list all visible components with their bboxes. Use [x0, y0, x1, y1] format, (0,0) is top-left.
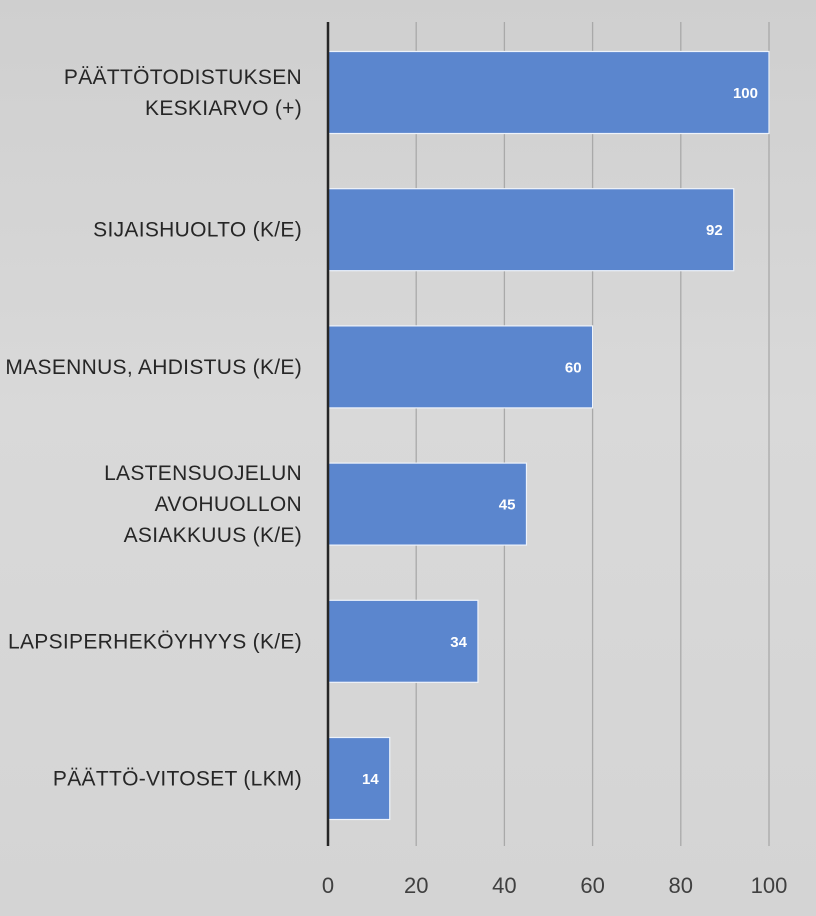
x-tick-label: 0 — [322, 873, 334, 898]
category-label: LASTENSUOJELUN — [104, 462, 302, 485]
data-label: 100 — [733, 85, 758, 102]
x-tick-label: 60 — [580, 873, 604, 898]
data-label: 45 — [499, 497, 516, 514]
data-label: 92 — [706, 222, 723, 239]
bar — [327, 599, 479, 683]
x-tick-label: 100 — [751, 873, 788, 898]
bar — [327, 188, 735, 272]
bar — [327, 325, 594, 409]
x-tick-label: 40 — [492, 873, 516, 898]
bar — [327, 50, 770, 135]
data-label: 34 — [450, 634, 467, 651]
category-label: AVOHUOLLON — [155, 493, 302, 516]
category-label: ASIAKKUUS (K/E) — [124, 524, 302, 547]
category-label: LAPSIPERHEKÖYHYYS (K/E) — [8, 630, 302, 653]
x-tick-label: 80 — [669, 873, 693, 898]
bar — [327, 462, 528, 546]
category-label: PÄÄTTÖ-VITOSET (LKM) — [53, 768, 302, 791]
data-label: 60 — [565, 359, 582, 376]
bar — [327, 736, 391, 821]
x-tick-label: 20 — [404, 873, 428, 898]
category-label: PÄÄTTÖTODISTUKSEN — [64, 66, 302, 89]
data-label: 14 — [362, 771, 379, 788]
category-label: KESKIARVO (+) — [145, 97, 302, 120]
category-label: MASENNUS, AHDISTUS (K/E) — [5, 356, 302, 379]
category-label: SIJAISHUOLTO (K/E) — [93, 219, 302, 242]
